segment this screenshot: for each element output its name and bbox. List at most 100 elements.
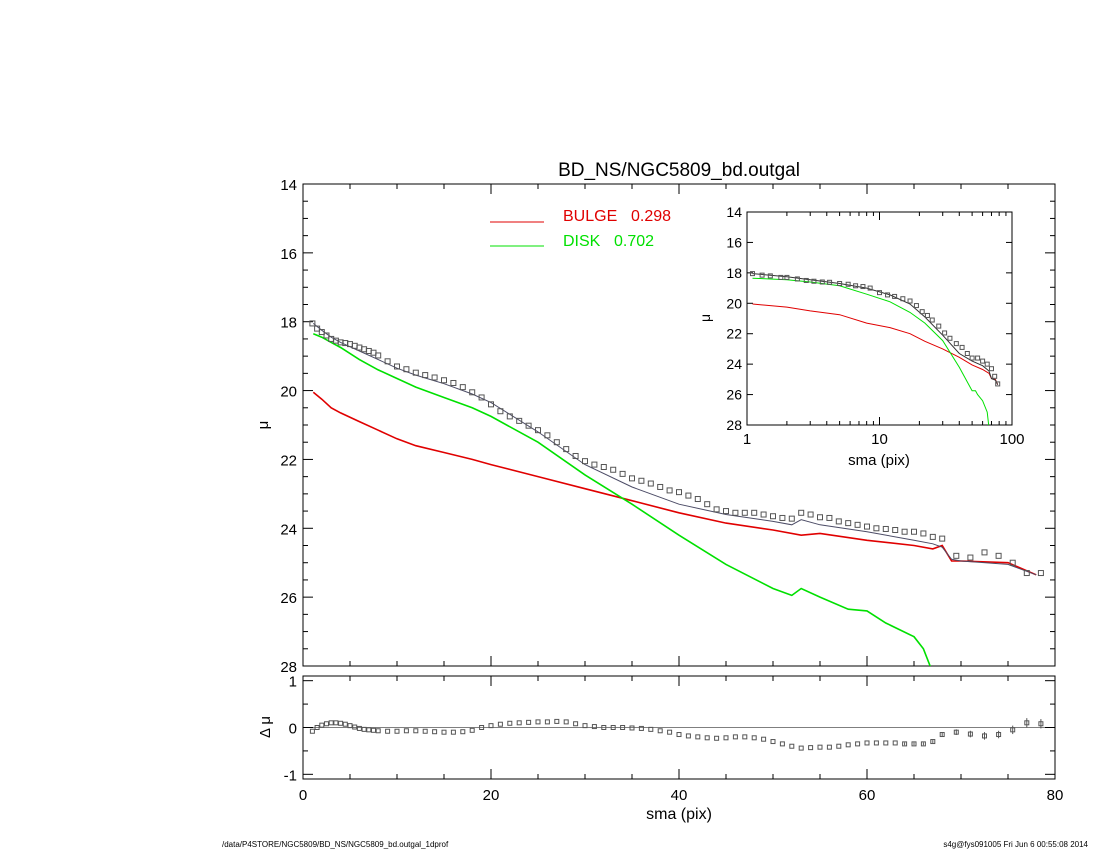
residual-data-point: [582, 723, 588, 729]
residual-data-point: [422, 728, 428, 734]
main-data-point: [694, 496, 701, 503]
residual-data-point: [982, 733, 987, 739]
main-data-point: [497, 408, 504, 415]
residual-data-point: [873, 740, 879, 746]
residual-data-point: [798, 745, 804, 751]
main-data-point: [873, 525, 880, 532]
main-data-point: [741, 509, 748, 516]
residual-data-point: [808, 745, 814, 751]
residual-data-point: [657, 728, 663, 734]
inset-y-tick-label: 22: [726, 326, 742, 342]
residual-data-point: [836, 743, 842, 749]
residual-data-point: [497, 721, 503, 727]
residual-data-point: [996, 732, 1002, 738]
residual-data-point: [789, 743, 795, 749]
residual-data-point: [732, 734, 738, 740]
inset-series-model: [752, 273, 999, 385]
residual-data-point: [770, 739, 776, 745]
main-series-disk: [313, 333, 931, 666]
x-tick-label: 40: [671, 787, 688, 804]
inset-data-point: [877, 290, 882, 296]
inset-data-point: [867, 285, 873, 291]
residual-data-point: [667, 729, 673, 735]
main-data-point: [506, 413, 513, 420]
residual-data-point: [432, 729, 438, 735]
main-data-point: [450, 379, 457, 386]
main-data-point: [732, 509, 739, 516]
y-tick-label: 16: [280, 246, 297, 263]
main-data-point: [314, 325, 321, 332]
residual-data-point: [855, 741, 861, 747]
main-data-point: [553, 439, 560, 446]
main-data-point: [638, 477, 645, 484]
main-data-point: [685, 492, 692, 499]
inset-data-point: [936, 323, 942, 329]
inset-data-point: [913, 303, 919, 309]
inset-y-tick-label: 26: [726, 387, 742, 403]
main-data-point: [535, 427, 541, 434]
inset-data-point: [995, 381, 1001, 387]
residual-data-point: [920, 741, 926, 747]
inset-data-point: [907, 298, 913, 304]
main-data-point: [1009, 559, 1016, 566]
residual-data-point: [366, 727, 372, 733]
inset-y-axis-label: μ: [697, 314, 713, 322]
residual-data-point: [967, 731, 973, 737]
inset-data-point: [988, 366, 994, 372]
inset-data-point: [969, 355, 975, 361]
main-data-point: [563, 446, 570, 453]
main-data-point: [394, 363, 400, 370]
x-tick-label: 60: [859, 787, 876, 804]
residual-data-point: [714, 735, 720, 741]
residual-data-point: [385, 728, 391, 734]
inset-series-disk: [752, 277, 990, 425]
y-tick-label: 24: [280, 521, 297, 538]
residual-data-point: [319, 722, 325, 728]
residual-data-point: [413, 728, 419, 734]
main-data-point: [666, 487, 673, 494]
chart-title: BD_NS/NGC5809_bd.outgal: [558, 160, 800, 181]
main-plot-area: [309, 320, 1044, 666]
main-data-point: [713, 506, 720, 513]
inset-frame: [746, 211, 1013, 426]
residual-data-point: [723, 735, 729, 741]
inset-data-point: [860, 284, 866, 290]
residual-data-point: [356, 725, 362, 731]
residual-data-point: [526, 719, 532, 725]
legend: BULGE 0.298 DISK 0.702: [490, 208, 671, 250]
main-data-point: [323, 332, 330, 339]
y-tick-label: -1: [284, 767, 297, 784]
residual-data-point: [333, 720, 339, 726]
main-data-point: [572, 452, 579, 459]
residual-data-point: [324, 721, 329, 727]
main-data-point: [901, 528, 908, 535]
residual-data-point: [361, 726, 367, 732]
main-data-point: [723, 508, 729, 515]
residual-data-point: [892, 740, 898, 746]
main-data-point: [854, 521, 861, 528]
residual-data-point: [394, 728, 400, 734]
main-data-point: [657, 483, 664, 490]
main-data-point: [384, 358, 391, 365]
inset-data-point: [929, 317, 935, 323]
inset-data-point: [794, 276, 800, 282]
legend-value-disk: 0.702: [614, 233, 654, 250]
y-tick-label: 28: [280, 659, 297, 676]
residual-data-point: [563, 719, 569, 725]
main-data-point: [600, 464, 607, 471]
y-tick-label: 1: [289, 674, 297, 691]
residual-data-point: [620, 725, 626, 730]
residual-data-point: [469, 727, 475, 733]
residual-data-point: [314, 725, 320, 730]
inset-axes: 14 16 18 20 22 24 26 281 10 100: [726, 204, 1024, 448]
inset-data-point: [767, 273, 773, 279]
inset-x-axis-label: sma (pix): [848, 452, 910, 469]
inset-data-point: [892, 293, 898, 299]
main-data-point: [422, 372, 429, 379]
y-tick-label: 22: [280, 452, 297, 469]
residual-data-point: [328, 720, 334, 726]
main-data-point: [318, 329, 325, 336]
residual-data-point: [1024, 720, 1030, 726]
main-data-point: [488, 401, 494, 408]
y-tick-label: 0: [289, 721, 297, 738]
